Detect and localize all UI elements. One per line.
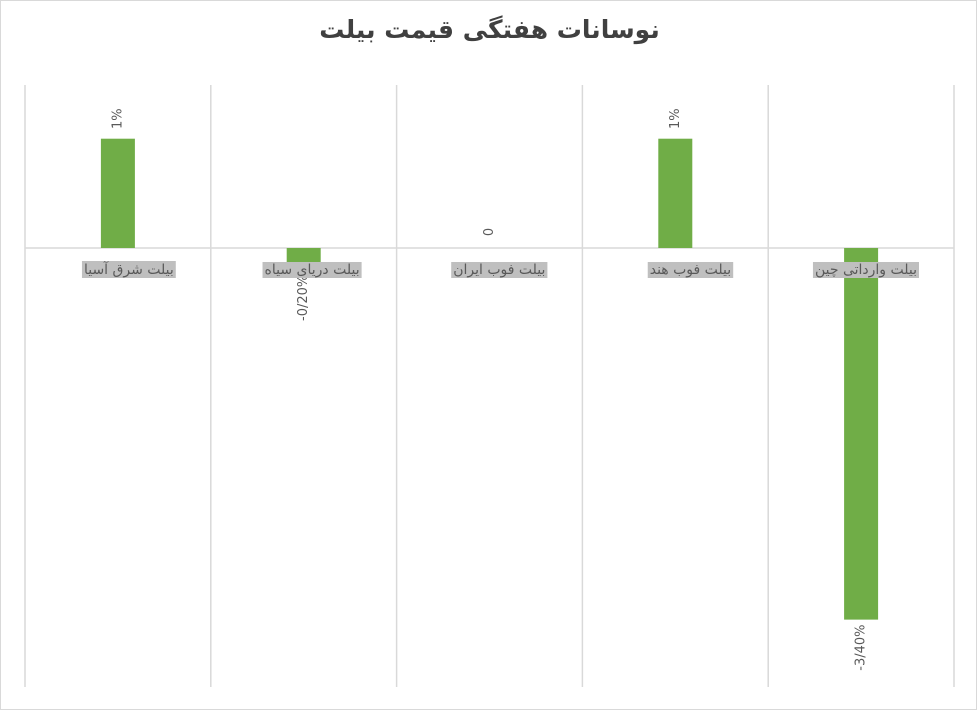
category-label-group: بیلت دریای سیاه — [262, 262, 362, 278]
category-label-group: بیلت شرق آسیا — [81, 261, 176, 278]
category-label-highlight — [81, 261, 176, 278]
data-label: -3/40% — [854, 624, 869, 670]
category-label-group: بیلت وارداتی چین — [812, 262, 919, 278]
data-label: 0 — [482, 228, 497, 236]
category-label: بیلت شرق آسیا — [84, 261, 174, 278]
bar — [658, 138, 693, 248]
data-label: -0/20% — [296, 275, 311, 321]
category-label: بیلت فوب هند — [650, 262, 731, 278]
category-label-highlight — [262, 262, 362, 278]
category-label-group: بیلت فوب هند — [647, 262, 734, 278]
bar — [844, 248, 879, 620]
data-label: 1% — [110, 108, 125, 129]
category-label-highlight — [451, 262, 548, 278]
data-label: 1% — [668, 108, 683, 129]
bar — [100, 138, 135, 248]
category-label: بیلت فوب ایران — [453, 262, 545, 278]
category-label-highlight — [812, 262, 919, 278]
chart-title: نوسانات هفتگی قیمت بیلت — [319, 15, 660, 44]
category-label-group: بیلت فوب ایران — [451, 262, 548, 278]
category-label: بیلت دریای سیاه — [265, 262, 360, 278]
category-label-highlight — [647, 262, 734, 278]
category-label: بیلت وارداتی چین — [815, 262, 917, 278]
